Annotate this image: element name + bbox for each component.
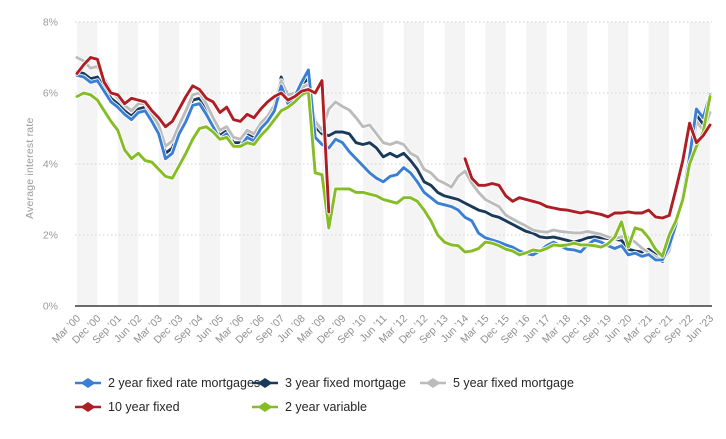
legend-item-2-year-variable[interactable]: 2 year variable [252,400,420,414]
legend-item-5-year-fixed-mortgage[interactable]: 5 year fixed mortgage [420,376,574,390]
legend-marker-icon [75,378,101,388]
legend-marker-icon [420,378,446,388]
series-line-10-year-fixed[interactable] [75,56,712,220]
y-tick-label: 0% [43,301,58,313]
series-line-2-year-variable[interactable] [75,89,712,258]
series-line-5-year-fixed-mortgage[interactable] [75,56,712,262]
background-stripe [607,22,629,306]
legend-item-2-year-fixed-rate-mortgages[interactable]: 2 year fixed rate mortgages [75,376,260,390]
legend-marker-icon [252,402,278,412]
y-tick-label: 6% [43,88,58,100]
legend-label: 3 year fixed mortgage [285,376,406,390]
legend-label: 5 year fixed mortgage [453,376,574,390]
y-tick-label: 2% [43,230,58,242]
legend-marker-icon [252,378,278,388]
background-stripe [199,22,220,306]
legend-label: 2 year fixed rate mortgages [108,376,261,390]
legend-label: 2 year variable [285,400,367,414]
legend-label: 10 year fixed [108,400,180,414]
legend-marker-icon [75,402,101,412]
legend-item-10-year-fixed[interactable]: 10 year fixed [75,400,252,414]
y-tick-label: 4% [43,159,58,171]
legend: 2 year fixed rate mortgages 3 year fixed … [75,376,574,414]
y-tick-label: 8% [43,17,58,29]
legend-item-3-year-fixed-mortgage[interactable]: 3 year fixed mortgage [252,376,420,390]
